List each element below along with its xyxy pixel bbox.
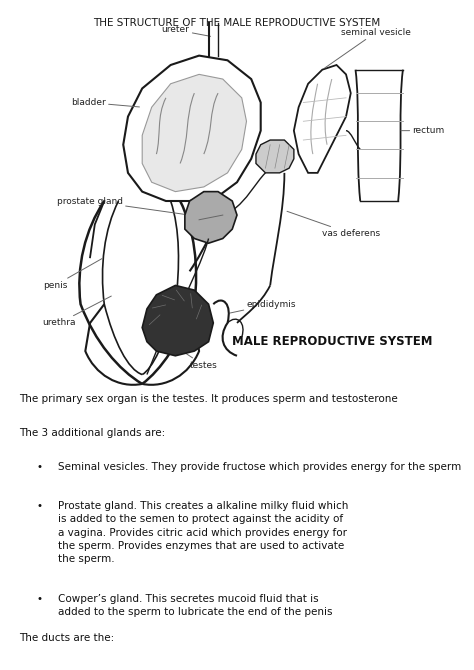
Text: •: • (36, 594, 42, 604)
Text: The primary sex organ is the testes. It produces sperm and testosterone: The primary sex organ is the testes. It … (19, 394, 398, 404)
Text: •: • (36, 462, 42, 472)
Text: vas deferens: vas deferens (287, 211, 381, 239)
Text: Cowper’s gland. This secretes mucoid fluid that is
added to the sperm to lubrica: Cowper’s gland. This secretes mucoid flu… (58, 594, 333, 617)
Text: The ducts are the:: The ducts are the: (19, 633, 114, 643)
PathPatch shape (123, 56, 261, 201)
Text: ureter: ureter (162, 25, 210, 36)
Text: urethra: urethra (43, 296, 111, 328)
Text: testes: testes (178, 348, 218, 370)
Text: Seminal vesicles. They provide fructose which provides energy for the sperm: Seminal vesicles. They provide fructose … (58, 462, 462, 472)
PathPatch shape (142, 285, 213, 356)
Text: •: • (36, 501, 42, 511)
Text: bladder: bladder (71, 98, 139, 107)
Text: epididymis: epididymis (230, 299, 296, 313)
Text: The 3 additional glands are:: The 3 additional glands are: (19, 428, 165, 438)
PathPatch shape (294, 65, 351, 173)
Text: THE STRUCTURE OF THE MALE REPRODUCTIVE SYSTEM: THE STRUCTURE OF THE MALE REPRODUCTIVE S… (93, 18, 381, 28)
PathPatch shape (142, 74, 246, 192)
Text: prostate gland: prostate gland (57, 196, 187, 214)
Text: rectum: rectum (401, 126, 445, 135)
PathPatch shape (256, 140, 294, 173)
PathPatch shape (185, 192, 237, 243)
Text: penis: penis (43, 259, 102, 290)
Text: seminal vesicle: seminal vesicle (325, 27, 411, 68)
Text: MALE REPRODUCTIVE SYSTEM: MALE REPRODUCTIVE SYSTEM (232, 335, 432, 348)
Text: Prostate gland. This creates a alkaline milky fluid which
is added to the semen : Prostate gland. This creates a alkaline … (58, 501, 348, 564)
